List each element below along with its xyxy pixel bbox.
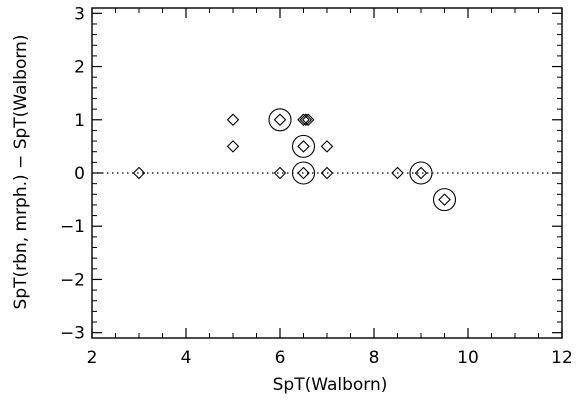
x-tick-label: 6 [275,348,286,368]
y-tick-label: 3 [74,4,85,24]
axis-ticks [91,8,563,338]
data-point [320,140,334,153]
x-axis-label: SpT(Walborn) [273,375,388,395]
highlight-circle [291,161,316,185]
y-tick-label: 1 [74,111,85,131]
y-axis-label: SpT(rbn, mrph.) − SpT(Walborn) [11,35,31,310]
y-tick-label: −1 [60,217,85,237]
data-point [414,166,428,180]
data-point [438,193,451,206]
data-point [391,166,404,180]
highlight-circle [291,134,316,158]
highlight-circle [409,161,433,185]
y-tick-label: 2 [74,58,85,78]
y-tick-labels: −3 −2 −1 0 1 2 3 [60,4,85,343]
highlight-circle [432,188,457,212]
y-tick-label: 0 [74,164,85,184]
y-tick-label: −3 [60,324,85,344]
highlight-circle [268,108,292,132]
y-tick-label: −2 [60,270,85,290]
x-tick-label: 12 [551,348,573,368]
highlight-circles [268,108,457,212]
data-point [297,113,310,127]
x-tick-label: 2 [87,348,98,368]
data-point [301,113,315,127]
data-markers [132,113,451,206]
x-tick-label: 10 [457,348,479,368]
data-point [320,166,334,180]
data-point [299,113,313,127]
x-tick-label: 8 [369,348,380,368]
data-point [273,166,287,180]
data-point [273,113,287,127]
data-point [226,140,240,153]
x-tick-labels: 2 4 6 8 10 12 [87,348,573,368]
data-point [297,166,310,180]
data-point [132,166,146,180]
x-tick-label: 4 [181,348,192,368]
data-point [297,140,310,153]
data-point [226,113,240,127]
